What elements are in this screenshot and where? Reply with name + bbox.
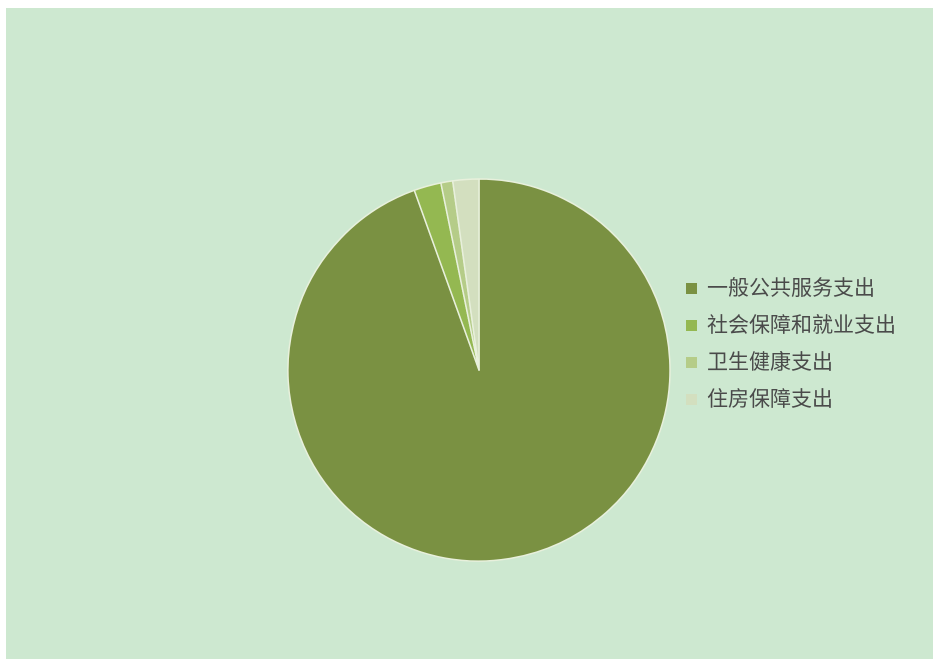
pie-chart	[287, 178, 671, 562]
legend-swatch	[686, 394, 697, 405]
legend-swatch	[686, 320, 697, 331]
legend-label: 住房保障支出	[707, 387, 833, 411]
legend-label: 社会保障和就业支出	[707, 313, 896, 337]
legend: 一般公共服务支出 社会保障和就业支出 卫生健康支出 住房保障支出	[686, 270, 896, 418]
legend-item: 住房保障支出	[686, 381, 896, 418]
chart-area: 一般公共服务支出 社会保障和就业支出 卫生健康支出 住房保障支出	[6, 8, 933, 659]
legend-item: 卫生健康支出	[686, 344, 896, 381]
legend-item: 社会保障和就业支出	[686, 307, 896, 344]
pie-slice	[451, 178, 480, 371]
legend-label: 一般公共服务支出	[707, 276, 875, 300]
legend-label: 卫生健康支出	[707, 350, 833, 374]
legend-swatch	[686, 283, 697, 294]
legend-item: 一般公共服务支出	[686, 270, 896, 307]
legend-swatch	[686, 357, 697, 368]
